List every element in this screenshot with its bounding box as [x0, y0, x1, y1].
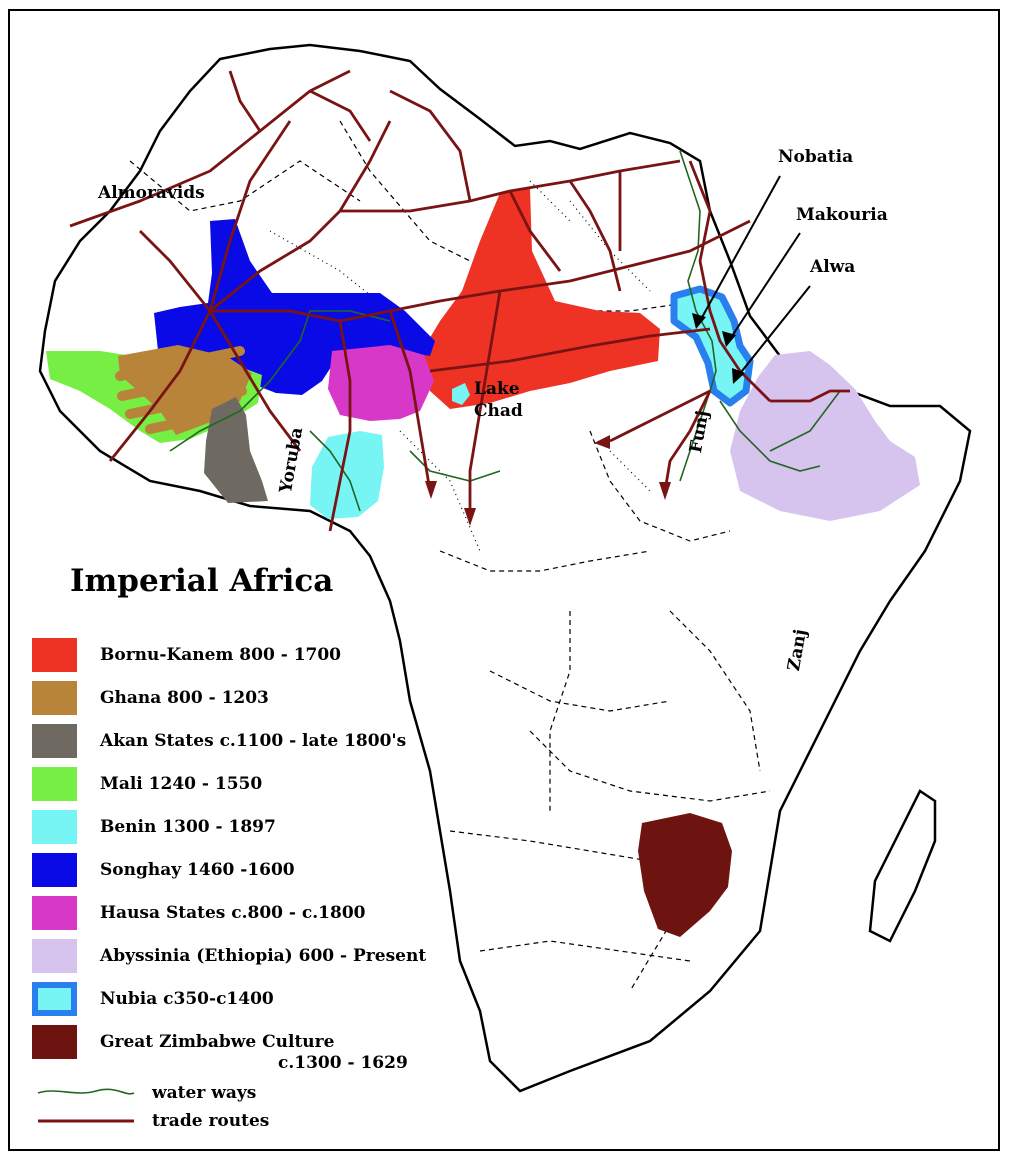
legend-item-abyssinia: Abyssinia (Ethiopia) 600 - Present: [32, 936, 426, 976]
legend-label-abyssinia: Abyssinia (Ethiopia) 600 - Present: [100, 946, 427, 966]
trade-routes: [69, 69, 850, 532]
legend-item-trade-routes: trade routes: [32, 1111, 292, 1131]
legend-label-benin: Benin 1300 - 1897: [100, 817, 276, 837]
legend-swatch-bornu-kanem: [32, 638, 77, 672]
legend-label-akan: Akan States c.1100 - late 1800's: [100, 731, 407, 751]
hausa-region: [328, 345, 434, 421]
bornu-kanem-region: [422, 189, 660, 409]
label-makouria: Makouria: [796, 205, 888, 225]
legend-label-songhay: Songhay 1460 -1600: [100, 860, 295, 880]
legend-item-bornu-kanem: Bornu-Kanem 800 - 1700: [32, 635, 341, 675]
legend-label-zimbabwe: Great Zimbabwe Culture: [100, 1032, 335, 1052]
legend-item-akan: Akan States c.1100 - late 1800's: [32, 721, 406, 761]
trade-arrowheads: [425, 435, 671, 526]
legend-item-nubia: Nubia c350-c1400: [32, 979, 274, 1019]
legend-swatch-ghana: [32, 681, 77, 715]
legend-item-waterways: water ways: [32, 1083, 292, 1103]
waterways: [169, 150, 841, 512]
label-lake: Lake: [474, 379, 520, 399]
legend-item-hausa: Hausa States c.800 - c.1800: [32, 893, 365, 933]
legend-label-ghana: Ghana 800 - 1203: [100, 688, 269, 708]
map-title: Imperial Africa: [70, 563, 334, 599]
legend-swatch-mali: [32, 767, 77, 801]
borders: [129, 120, 771, 992]
legend-label-nubia: Nubia c350-c1400: [100, 989, 274, 1009]
lake-chad: [452, 383, 470, 405]
legend-swatch-akan: [32, 724, 77, 758]
legend-swatch-hausa: [32, 896, 77, 930]
legend-swatch-zimbabwe: [32, 1025, 77, 1059]
legend-swatch-benin: [32, 810, 77, 844]
label-pointer-heads: [692, 313, 745, 384]
akan-region: [204, 397, 268, 503]
legend-trade-routes-line: [38, 1119, 134, 1123]
legend-swatch-abyssinia: [32, 939, 77, 973]
great-zimbabwe-region: [638, 813, 732, 937]
dotted-borders: [269, 180, 891, 552]
label-chad: Chad: [474, 401, 523, 421]
legend-swatch-songhay: [32, 853, 77, 887]
legend-label-trade-routes: trade routes: [152, 1111, 270, 1131]
legend-item-ghana: Ghana 800 - 1203: [32, 678, 269, 718]
label-nobatia: Nobatia: [778, 147, 854, 167]
legend-label-mali: Mali 1240 - 1550: [100, 774, 263, 794]
legend-item-songhay: Songhay 1460 -1600: [32, 850, 295, 890]
legend-swatch-nubia: [32, 982, 77, 1016]
madagascar-island: [868, 789, 937, 943]
africa-map: [38, 43, 972, 1093]
legend-label-zimbabwe-dates: c.1300 - 1629: [278, 1053, 408, 1073]
abyssinia-region: [730, 351, 920, 521]
legend-item-zimbabwe: Great Zimbabwe Culture: [32, 1022, 334, 1062]
legend-item-benin: Benin 1300 - 1897: [32, 807, 276, 847]
benin-region: [310, 431, 384, 519]
legend-waterways-line: [37, 1088, 135, 1095]
label-pointers: [699, 175, 811, 377]
legend-label-bornu-kanem: Bornu-Kanem 800 - 1700: [100, 645, 342, 665]
legend-item-mali: Mali 1240 - 1550: [32, 764, 262, 804]
legend-label-hausa: Hausa States c.800 - c.1800: [100, 903, 366, 923]
map-frame: Almoravids Nobatia Makouria Alwa Lake Ch…: [8, 9, 1000, 1151]
legend-label-waterways: water ways: [152, 1083, 257, 1103]
label-almoravids: Almoravids: [98, 183, 205, 203]
label-alwa: Alwa: [810, 257, 856, 277]
